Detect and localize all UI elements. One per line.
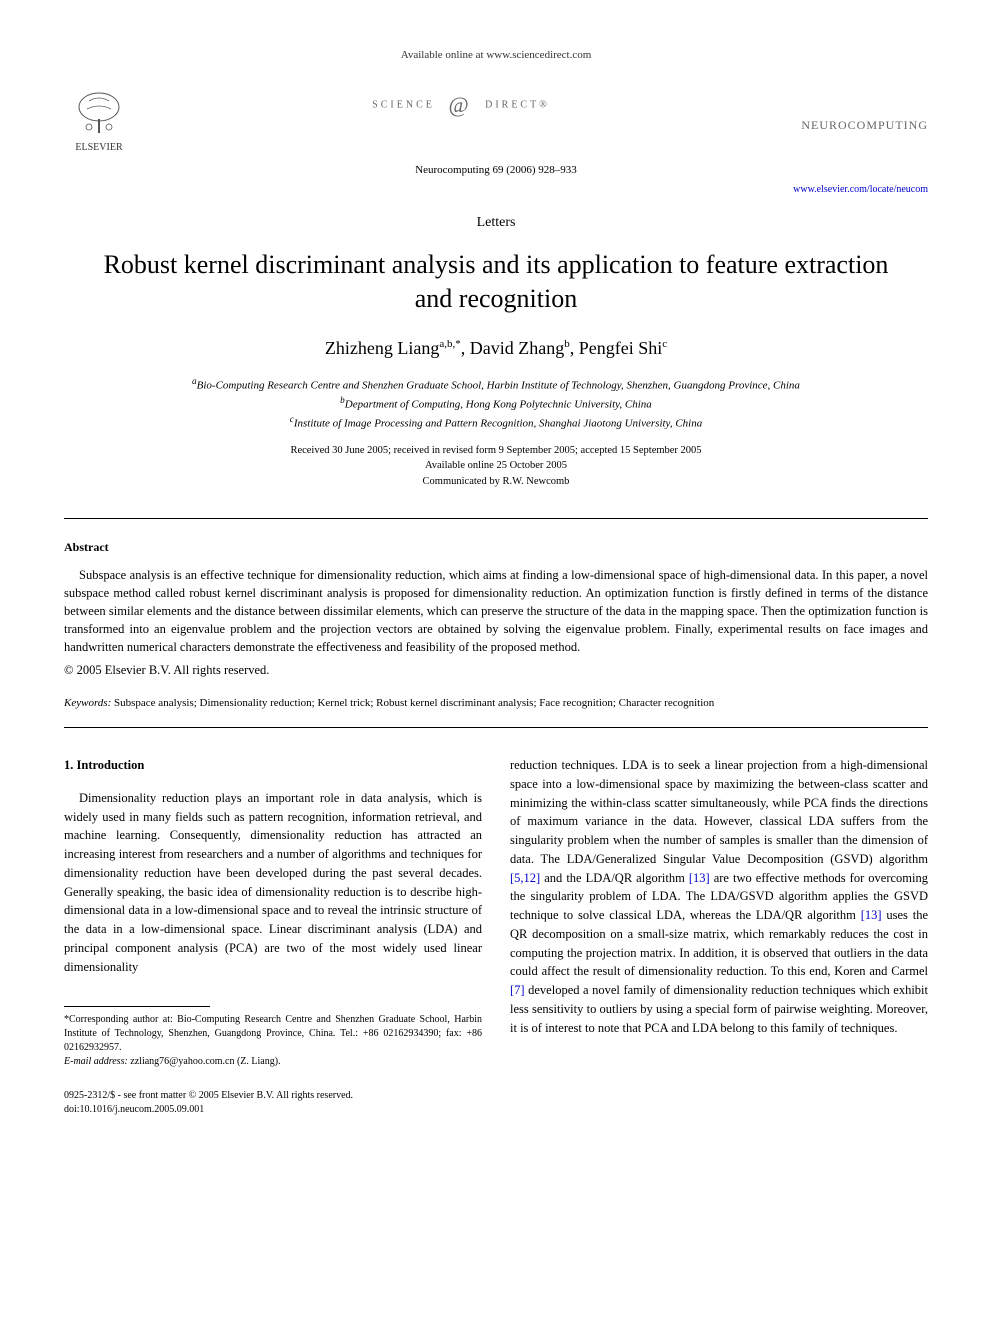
footnote-rule [64, 1006, 210, 1007]
author-3: Pengfei Shic [579, 338, 667, 358]
two-column-body: 1. Introduction Dimensionality reduction… [64, 756, 928, 1117]
elsevier-tree-icon [71, 89, 127, 137]
available-online-text: Available online at www.sciencedirect.co… [64, 48, 928, 63]
abstract-heading: Abstract [64, 539, 928, 556]
sd-left: SCIENCE [372, 100, 435, 111]
journal-link[interactable]: www.elsevier.com/locate/neucom [64, 183, 928, 197]
dates-received: Received 30 June 2005; received in revis… [64, 443, 928, 459]
ref-link-13a[interactable]: [13] [689, 871, 710, 885]
journal-brand: NEUROCOMPUTING [788, 97, 928, 134]
article-title: Robust kernel discriminant analysis and … [64, 248, 928, 316]
copyright-line: © 2005 Elsevier B.V. All rights reserved… [64, 662, 928, 680]
journal-reference: Neurocomputing 69 (2006) 928–933 [64, 163, 928, 178]
keywords-line: Keywords: Subspace analysis; Dimensional… [64, 696, 928, 711]
doi-line: doi:10.1016/j.neucom.2005.09.001 [64, 1103, 482, 1117]
authors-line: Zhizheng Lianga,b,*, David Zhangb, Pengf… [64, 336, 928, 361]
ref-link-13b[interactable]: [13] [861, 908, 882, 922]
sd-right: DIRECT® [485, 100, 550, 111]
elsevier-logo: ELSEVIER [64, 75, 134, 155]
author-2: David Zhangb [470, 338, 570, 358]
elsevier-label: ELSEVIER [75, 141, 122, 155]
sd-symbol-icon: @ [448, 90, 471, 121]
affiliations: aBio-Computing Research Centre and Shenz… [64, 375, 928, 432]
intro-paragraph-1: Dimensionality reduction plays an import… [64, 789, 482, 977]
ref-link-7[interactable]: [7] [510, 983, 525, 997]
affiliation-c: cInstitute of Image Processing and Patte… [64, 413, 928, 432]
abstract-body: Subspace analysis is an effective techni… [64, 566, 928, 657]
affiliation-a: aBio-Computing Research Centre and Shenz… [64, 375, 928, 394]
dates-communicated: Communicated by R.W. Newcomb [64, 474, 928, 490]
header-logos-row: ELSEVIER SCIENCE @ DIRECT® NEUROCOMPUTIN… [64, 75, 928, 155]
article-dates: Received 30 June 2005; received in revis… [64, 443, 928, 490]
column-right: reduction techniques. LDA is to seek a l… [510, 756, 928, 1117]
corresponding-author-footnote: *Corresponding author at: Bio-Computing … [64, 1013, 482, 1055]
section-type: Letters [64, 213, 928, 233]
keywords-label: Keywords: [64, 697, 111, 709]
author-1: Zhizheng Lianga,b,* [325, 338, 461, 358]
keywords-values: Subspace analysis; Dimensionality reduct… [114, 697, 714, 709]
rule-top [64, 518, 928, 519]
bottom-meta: 0925-2312/$ - see front matter © 2005 El… [64, 1089, 482, 1117]
front-matter-line: 0925-2312/$ - see front matter © 2005 El… [64, 1089, 482, 1103]
ref-link-5-12[interactable]: [5,12] [510, 871, 540, 885]
dates-online: Available online 25 October 2005 [64, 458, 928, 474]
email-label: E-mail address: [64, 1056, 128, 1067]
science-direct-logo: SCIENCE @ DIRECT® [134, 90, 788, 141]
email-footnote: E-mail address: zzliang76@yahoo.com.cn (… [64, 1055, 482, 1069]
email-value: zzliang76@yahoo.com.cn (Z. Liang). [130, 1056, 280, 1067]
column-left: 1. Introduction Dimensionality reduction… [64, 756, 482, 1117]
affiliation-b: bDepartment of Computing, Hong Kong Poly… [64, 394, 928, 413]
rule-bottom [64, 727, 928, 728]
introduction-heading: 1. Introduction [64, 756, 482, 775]
intro-paragraph-2: reduction techniques. LDA is to seek a l… [510, 756, 928, 1037]
